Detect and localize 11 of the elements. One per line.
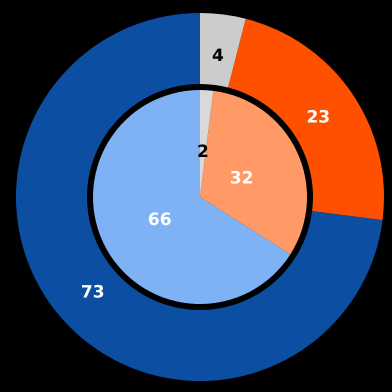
data-label: 2: [196, 142, 209, 162]
donut-slice: [16, 13, 383, 381]
donut-slice: [200, 13, 246, 88]
pie-slice: [200, 90, 307, 254]
data-label: 73: [80, 282, 105, 303]
data-label: 23: [306, 108, 330, 128]
donut-slice: [228, 18, 384, 220]
data-label: 4: [212, 46, 224, 66]
data-label: 32: [230, 168, 254, 188]
pie-slice: [200, 90, 214, 197]
data-label: 66: [148, 210, 172, 230]
